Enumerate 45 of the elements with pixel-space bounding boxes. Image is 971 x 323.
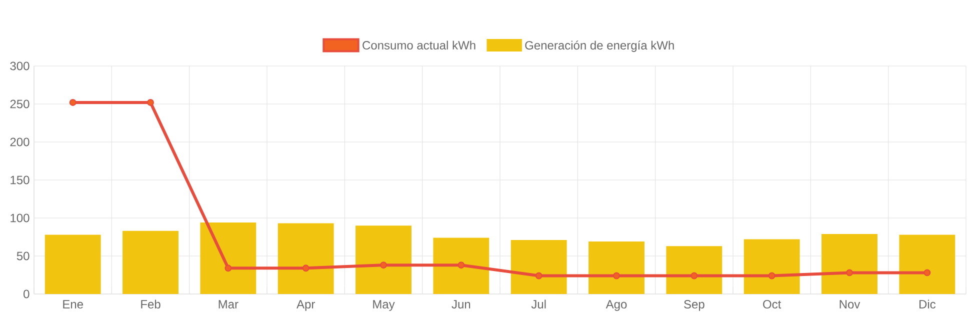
bar xyxy=(278,223,334,294)
x-tick-label: May xyxy=(373,300,395,311)
point xyxy=(690,272,698,280)
x-tick-label: Feb xyxy=(141,300,160,309)
point xyxy=(535,272,542,280)
point xyxy=(458,262,465,269)
y-tick-label: 150 xyxy=(10,176,30,184)
bar xyxy=(200,222,256,294)
bar xyxy=(510,240,567,294)
legend-label: Generación de energía kWh xyxy=(525,40,674,52)
point xyxy=(147,99,154,106)
x-tick-label: Nov xyxy=(840,300,860,309)
point xyxy=(768,272,776,280)
y-tick-label: 50 xyxy=(16,252,30,260)
bar xyxy=(744,239,800,294)
x-tick-label: Ago xyxy=(606,300,627,311)
legend-label: Consumo actual kWh xyxy=(362,40,476,50)
x-tick-label: Mar xyxy=(218,300,238,309)
bar xyxy=(433,238,490,294)
bar xyxy=(588,242,644,294)
bar xyxy=(822,234,878,294)
y-tick-label: 300 xyxy=(10,62,30,70)
y-tick-label: 200 xyxy=(10,138,30,146)
bar xyxy=(356,226,412,294)
bar xyxy=(666,246,722,294)
bar xyxy=(899,234,956,294)
x-tick-label: Dic xyxy=(919,300,936,309)
point xyxy=(69,99,76,106)
x-tick-label: Ene xyxy=(63,300,83,309)
point xyxy=(380,262,387,269)
bar xyxy=(44,234,101,294)
x-tick-label: Sep xyxy=(684,300,704,311)
y-tick-label: 100 xyxy=(10,214,30,222)
point xyxy=(224,264,232,272)
point xyxy=(613,272,620,280)
bar xyxy=(122,230,178,294)
point xyxy=(846,269,853,276)
x-tick-label: Jul xyxy=(531,300,546,309)
point xyxy=(302,264,310,272)
x-tick-label: Jun xyxy=(452,300,470,309)
x-tick-label: Oct xyxy=(763,300,782,309)
point xyxy=(924,269,931,276)
x-tick-label: Apr xyxy=(296,300,315,311)
y-tick-label: 0 xyxy=(24,290,30,298)
y-tick-label: 250 xyxy=(10,100,30,108)
